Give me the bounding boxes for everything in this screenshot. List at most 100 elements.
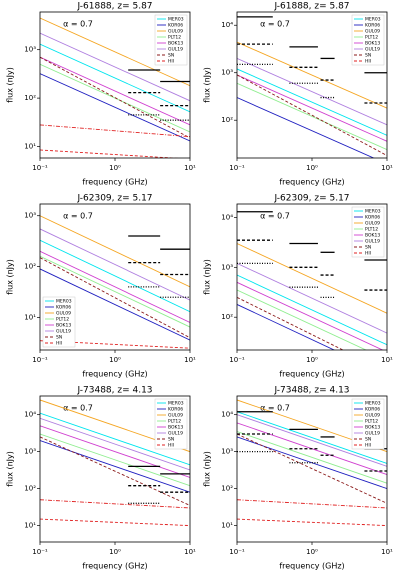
annotation: α = 0.7 <box>63 212 93 221</box>
y-tick-label: 10² <box>221 313 233 321</box>
x-tick-label: 10¹ <box>184 164 196 172</box>
legend-label: MER03 <box>168 17 184 23</box>
model-line <box>237 281 384 350</box>
y-tick-label: 10³ <box>221 69 233 77</box>
legend-label: GUL09 <box>56 311 71 317</box>
x-axis-label: frequency (GHz) <box>82 178 147 187</box>
y-tick-label: 10² <box>24 263 36 271</box>
legend-label: HII <box>168 443 174 449</box>
legend-label: KOR06 <box>365 215 380 221</box>
legend-label: KOR06 <box>56 305 71 311</box>
x-tick-label: 10⁻¹ <box>32 548 48 556</box>
legend-label: GUL09 <box>365 29 380 35</box>
model-line <box>237 243 387 314</box>
legend-label: GUL09 <box>168 413 183 419</box>
x-axis-label: frequency (GHz) <box>279 370 344 379</box>
y-axis-label: flux (nJy) <box>203 67 212 103</box>
annotation: α = 0.7 <box>260 404 290 413</box>
y-tick-label: 10³ <box>24 212 36 220</box>
x-tick-label: 10⁻¹ <box>229 164 245 172</box>
y-axis-label: flux (nJy) <box>203 451 212 487</box>
legend-label: PLT12 <box>56 317 69 323</box>
plot-frame <box>236 395 388 543</box>
x-tick-label: 10¹ <box>381 356 393 364</box>
legend-label: GUL09 <box>365 221 380 227</box>
annotation: α = 0.7 <box>63 404 93 413</box>
model-line <box>237 304 336 350</box>
x-axis-label: frequency (GHz) <box>82 562 147 571</box>
y-axis-label: flux (nJy) <box>6 67 15 103</box>
legend-label: HII <box>56 341 62 347</box>
plot-frame <box>39 203 191 351</box>
y-tick-label: 10² <box>221 485 233 493</box>
plot-area <box>40 399 190 527</box>
legend-label: SN <box>168 53 174 59</box>
y-tick-label: 10³ <box>24 448 36 456</box>
model-line <box>237 262 387 334</box>
legend-label: BOK13 <box>365 41 380 47</box>
x-axis-label: frequency (GHz) <box>279 562 344 571</box>
y-tick-label: 10⁴ <box>221 21 233 29</box>
x-tick-label: 10⁰ <box>306 548 318 556</box>
legend-label: MER03 <box>365 401 381 407</box>
legend-label: PLT12 <box>168 419 181 425</box>
x-tick-label: 10¹ <box>381 548 393 556</box>
x-tick-label: 10⁰ <box>109 164 121 172</box>
model-line <box>40 239 190 313</box>
legend-label: GUL19 <box>168 47 183 53</box>
y-tick-label: 10² <box>24 94 36 102</box>
model-line <box>237 433 387 504</box>
y-tick-label: 10³ <box>221 263 233 271</box>
legend-label: HII <box>365 251 371 257</box>
y-tick-label: 10⁴ <box>221 411 233 419</box>
model-line <box>40 56 190 126</box>
y-axis-label: flux (nJy) <box>203 259 212 295</box>
model-line <box>237 68 387 136</box>
y-tick-label: 10² <box>24 485 36 493</box>
legend-label: BOK13 <box>168 41 183 47</box>
plot-frame <box>39 11 191 159</box>
model-line <box>40 499 190 509</box>
x-tick-label: 10⁻¹ <box>229 548 245 556</box>
legend-label: GUL19 <box>56 329 71 335</box>
x-tick-label: 10⁰ <box>109 356 121 364</box>
plot-frame <box>236 11 388 159</box>
model-line <box>40 255 190 328</box>
model-line <box>40 440 190 493</box>
y-tick-label: 10⁴ <box>221 213 233 221</box>
plot-area <box>40 215 190 349</box>
legend-label: BOK13 <box>56 323 71 329</box>
model-line <box>237 518 387 527</box>
y-tick-label: 10¹ <box>24 143 36 151</box>
model-line <box>237 82 387 151</box>
legend-label: BOK13 <box>168 425 183 431</box>
model-line <box>237 274 387 346</box>
legend-box <box>154 398 188 450</box>
model-line <box>237 499 387 509</box>
model-line <box>40 215 190 288</box>
model-line <box>40 43 190 113</box>
legend-label: KOR06 <box>365 23 380 29</box>
annotation: α = 0.7 <box>260 20 290 29</box>
legend-box <box>351 206 385 258</box>
model-line <box>237 431 387 484</box>
legend-label: MER03 <box>168 401 184 407</box>
model-line <box>40 433 190 487</box>
model-line <box>40 32 190 102</box>
y-axis-label: flux (nJy) <box>6 451 15 487</box>
x-tick-label: 10⁻¹ <box>229 356 245 364</box>
legend-label: HII <box>168 59 174 65</box>
model-line <box>237 97 375 158</box>
legend-label: SN <box>365 437 371 443</box>
model-line <box>40 149 180 158</box>
chart-title: J-62309, z= 5.17 <box>76 194 152 204</box>
x-tick-label: 10¹ <box>184 356 196 364</box>
legend-box <box>351 14 385 66</box>
model-line <box>237 414 387 467</box>
legend-label: SN <box>168 437 174 443</box>
legend-label: SN <box>365 245 371 251</box>
x-tick-label: 10⁻¹ <box>32 164 48 172</box>
model-line <box>237 41 387 109</box>
x-axis-label: frequency (GHz) <box>279 178 344 187</box>
